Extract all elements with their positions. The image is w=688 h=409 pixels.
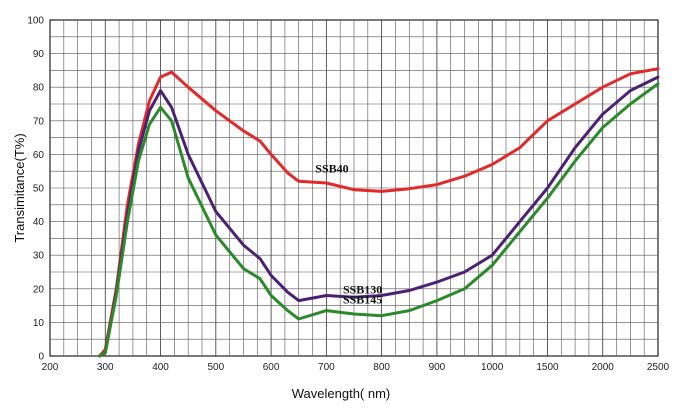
y-tick-label: 60 [33, 150, 45, 161]
series-line-ssb145 [98, 82, 660, 358]
series-label-ssb130: SSB130 [343, 283, 382, 297]
y-tick-label: 20 [33, 284, 45, 295]
x-tick-label: 700 [318, 362, 335, 373]
x-tick-label: 2500 [647, 362, 670, 373]
x-tick-label: 1500 [536, 362, 559, 373]
y-tick-label: 0 [38, 352, 44, 363]
x-tick-label: 300 [97, 362, 114, 373]
y-axis-title: Transimitance(T%) [12, 133, 27, 242]
y-tick-label: 70 [33, 116, 45, 127]
x-axis-title: Wavelength( nm) [292, 386, 391, 401]
series-label-ssb145: SSB145 [343, 293, 382, 307]
y-tick-label: 50 [33, 184, 45, 195]
x-tick-label: 200 [42, 362, 59, 373]
x-tick-label: 800 [373, 362, 390, 373]
series-line-ssb130 [98, 75, 660, 358]
y-tick-label: 10 [33, 318, 45, 329]
series-lines [98, 67, 660, 358]
y-tick-label: 100 [27, 16, 44, 27]
x-tick-label: 500 [207, 362, 224, 373]
x-tick-labels: 200 300 400 500 600 700 800 900 1000 1500 2000 2500 [42, 362, 670, 373]
series-line-ssb40 [98, 67, 660, 358]
x-tick-label: 2000 [592, 362, 615, 373]
series-label-ssb40: SSB40 [315, 161, 348, 175]
x-tick-label: 1000 [481, 362, 504, 373]
y-tick-label: 30 [33, 251, 45, 262]
y-tick-labels: 0 10 20 30 40 50 60 70 80 90 100 [27, 16, 44, 363]
x-tick-label: 400 [152, 362, 169, 373]
y-tick-label: 40 [33, 217, 45, 228]
y-tick-label: 80 [33, 83, 45, 94]
y-tick-label: 90 [33, 49, 45, 60]
x-tick-label: 600 [263, 362, 280, 373]
x-tick-label: 900 [429, 362, 446, 373]
